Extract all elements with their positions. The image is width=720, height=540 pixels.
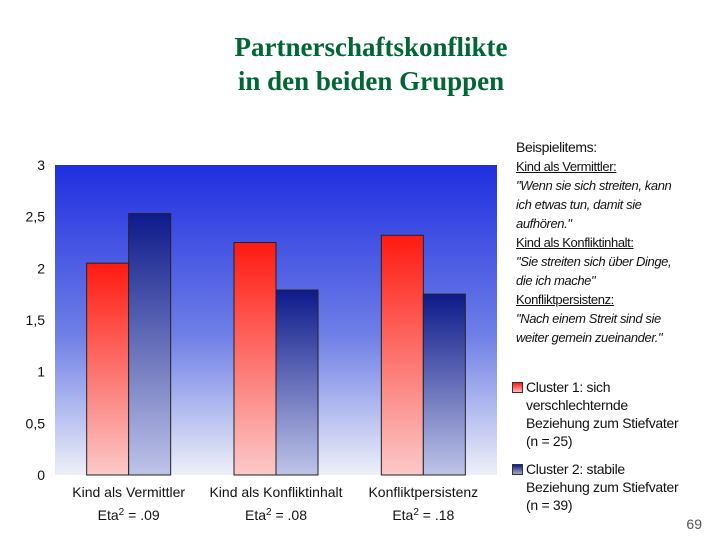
bar-cluster-1	[86, 262, 130, 476]
bar-cluster-2	[422, 293, 466, 476]
item-label-konfliktinhalt: Kind als Konfliktinhalt:	[516, 235, 634, 250]
item-label-vermittler: Kind als Vermittler:	[516, 159, 617, 174]
y-tick-label: 0	[37, 467, 45, 483]
y-tick-label: 3	[37, 157, 45, 173]
y-tick-label: 2	[37, 260, 45, 276]
x-category-label: Konfliktpersistenz	[368, 484, 478, 500]
x-category-label: Kind als Konfliktinhalt	[209, 484, 342, 500]
legend-swatch-blue	[512, 464, 523, 475]
item-text: "Sie streiten sich über Dinge,	[516, 254, 672, 269]
title-line-1: Partnerschaftskonflikte	[234, 32, 508, 62]
legend-text: verschlechternde	[526, 397, 628, 413]
legend-text: Beziehung zum Stiefvater	[526, 479, 679, 495]
bar-cluster-2	[128, 213, 172, 476]
y-tick-label: 1	[37, 364, 45, 380]
item-text: "Wenn sie sich streiten, kann	[516, 178, 672, 193]
item-text: die ich mache"	[516, 273, 596, 288]
legend-text: Cluster 1: sich	[526, 379, 611, 395]
legend-text: (n = 39)	[526, 497, 573, 513]
slide-title: Partnerschaftskonflikte in den beiden Gr…	[0, 30, 720, 98]
legend-text: Beziehung zum Stiefvater	[526, 415, 679, 431]
x-category-label: Kind als Vermittler	[72, 484, 185, 500]
legend-swatch-red	[512, 382, 523, 393]
title-line-2: in den beiden Gruppen	[237, 66, 505, 96]
eta-label: Eta2 = .18	[392, 507, 454, 524]
bar-cluster-1	[380, 234, 424, 476]
item-text: weiter gemein zueinander."	[516, 330, 663, 345]
items-heading: Beispielitems:	[516, 139, 597, 155]
bar-cluster-1	[233, 242, 277, 476]
bar-cluster-2	[275, 289, 319, 476]
y-tick-label: 2,5	[26, 209, 46, 225]
example-items: Beispielitems: Kind als Vermittler: "Wen…	[516, 138, 716, 347]
item-text: ich etwas tun, damit sie	[516, 197, 642, 212]
item-label-konfliktpersistenz: Konfliktpersistenz:	[516, 292, 614, 307]
eta-label: Eta2 = .09	[98, 507, 160, 524]
legend-text: Cluster 2: stabile	[526, 461, 625, 477]
y-tick-label: 0,5	[26, 415, 46, 431]
eta-label: Eta2 = .08	[245, 507, 307, 524]
page-number: 69	[686, 516, 702, 532]
item-text: aufhören."	[516, 216, 572, 231]
legend-text: (n = 25)	[526, 433, 573, 449]
y-tick-label: 1,5	[26, 312, 46, 328]
item-text: "Nach einem Streit sind sie	[516, 311, 661, 326]
